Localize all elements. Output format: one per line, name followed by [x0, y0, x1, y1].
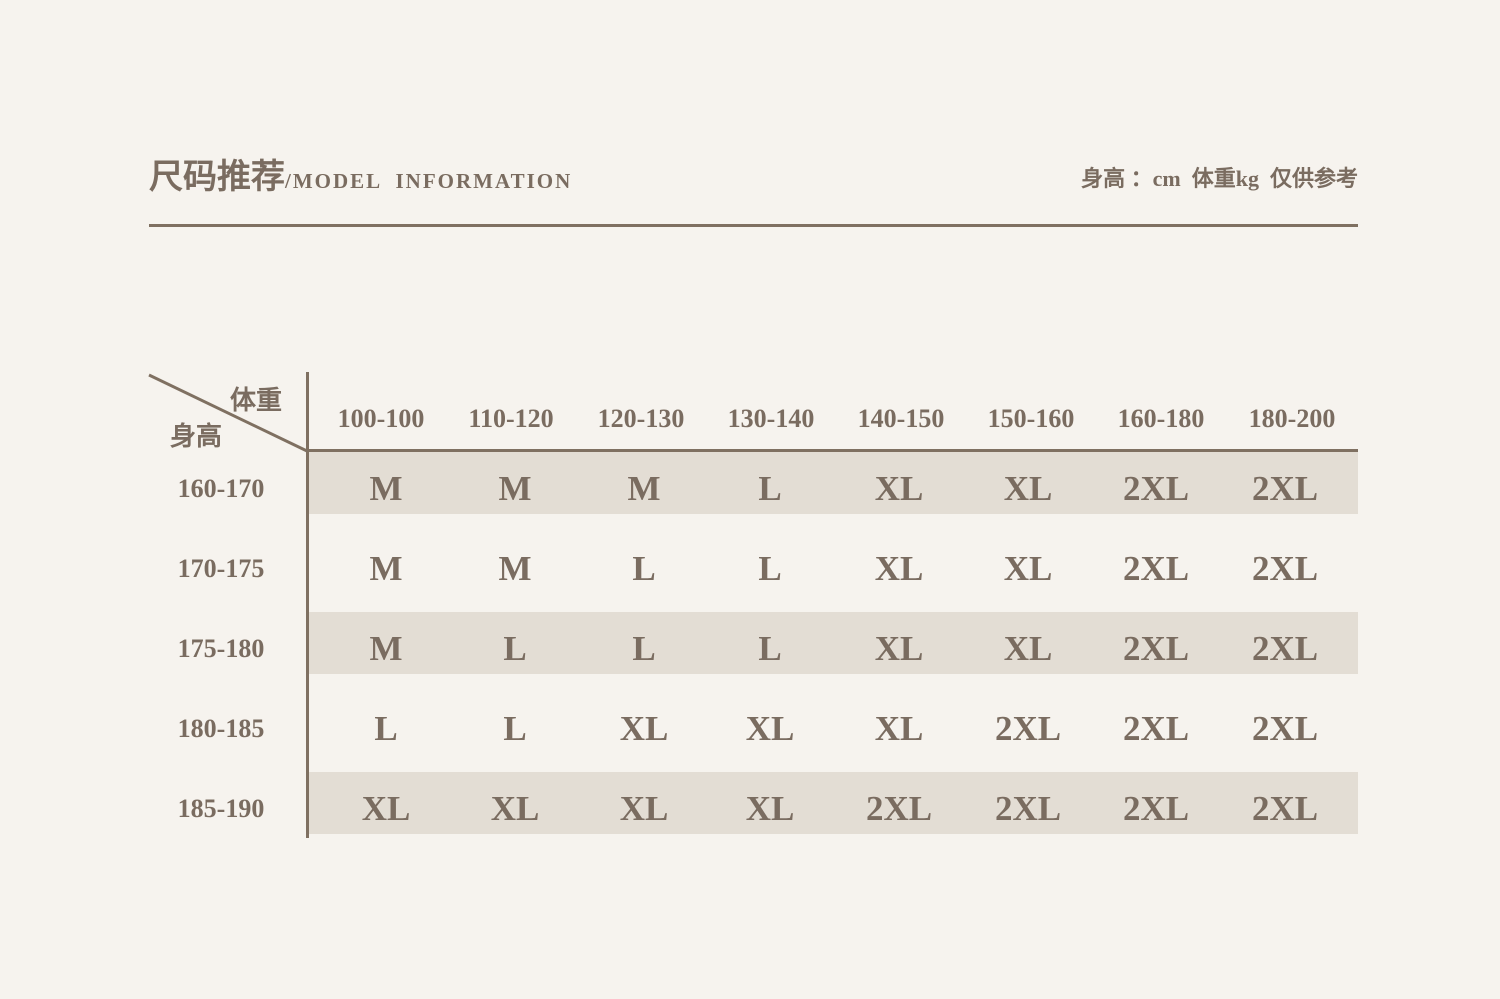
- size-cell: 2XL: [1251, 709, 1319, 748]
- size-cell: L: [503, 709, 527, 748]
- page-title: 尺码推荐/MODEL INFORMATION: [149, 158, 572, 201]
- size-cell: M: [369, 549, 403, 588]
- size-cell: M: [369, 629, 403, 668]
- column-header-weight: 100-100: [337, 404, 425, 433]
- size-cell: XL: [745, 789, 795, 828]
- row-stripe: [309, 612, 1358, 674]
- row-header-divider: [306, 372, 309, 838]
- size-cell: XL: [490, 789, 540, 828]
- column-header-weight: 150-160: [987, 404, 1075, 433]
- row-header-height: 185-190: [177, 794, 265, 823]
- column-header-weight: 140-150: [857, 404, 945, 433]
- size-cell: L: [758, 629, 782, 668]
- size-cell: M: [369, 469, 403, 508]
- size-cell: L: [374, 709, 398, 748]
- column-header-weight: 110-120: [468, 404, 554, 433]
- title-english: /MODEL INFORMATION: [285, 169, 573, 193]
- corner-weight-label: 体重: [230, 386, 283, 415]
- size-cell: 2XL: [1251, 549, 1319, 588]
- size-cell: L: [632, 549, 656, 588]
- size-cell: 2XL: [994, 789, 1062, 828]
- header-divider: [149, 224, 1358, 227]
- size-cell: XL: [1003, 469, 1053, 508]
- size-cell: XL: [874, 709, 924, 748]
- size-cell: XL: [874, 469, 924, 508]
- column-header-weight: 120-130: [597, 404, 685, 433]
- size-cell: M: [498, 469, 532, 508]
- size-cell: 2XL: [1251, 629, 1319, 668]
- size-cell: 2XL: [1122, 549, 1190, 588]
- row-stripe: [309, 452, 1358, 514]
- size-cell: L: [503, 629, 527, 668]
- column-header-weight: 130-140: [727, 404, 815, 433]
- row-header-height: 180-185: [177, 714, 265, 743]
- size-cell: XL: [874, 629, 924, 668]
- corner-diagonal-line: [148, 373, 308, 453]
- corner-height-label: 身高: [170, 422, 223, 451]
- units-note: 身高 ：cm 体重kg 仅供参考: [1081, 166, 1358, 191]
- size-cell: XL: [361, 789, 411, 828]
- size-cell: L: [758, 469, 782, 508]
- size-cell: L: [758, 549, 782, 588]
- size-cell: M: [627, 469, 661, 508]
- row-header-height: 170-175: [177, 554, 265, 583]
- size-cell: 2XL: [994, 709, 1062, 748]
- size-cell: XL: [1003, 629, 1053, 668]
- size-cell: 2XL: [1122, 469, 1190, 508]
- row-stripe: [309, 772, 1358, 834]
- size-cell: XL: [1003, 549, 1053, 588]
- size-cell: 2XL: [865, 789, 933, 828]
- size-cell: 2XL: [1122, 709, 1190, 748]
- title-chinese: 尺码推荐: [149, 159, 285, 196]
- size-cell: XL: [874, 549, 924, 588]
- size-cell: XL: [619, 789, 669, 828]
- size-cell: 2XL: [1251, 789, 1319, 828]
- size-cell: 2XL: [1122, 629, 1190, 668]
- row-header-height: 160-170: [177, 474, 265, 503]
- column-header-weight: 160-180: [1117, 404, 1205, 433]
- column-header-divider: [307, 449, 1358, 452]
- size-cell: 2XL: [1251, 469, 1319, 508]
- size-cell: M: [498, 549, 532, 588]
- size-cell: L: [632, 629, 656, 668]
- size-cell: XL: [745, 709, 795, 748]
- size-cell: XL: [619, 709, 669, 748]
- row-header-height: 175-180: [177, 634, 265, 663]
- column-header-weight: 180-200: [1248, 404, 1336, 433]
- size-cell: 2XL: [1122, 789, 1190, 828]
